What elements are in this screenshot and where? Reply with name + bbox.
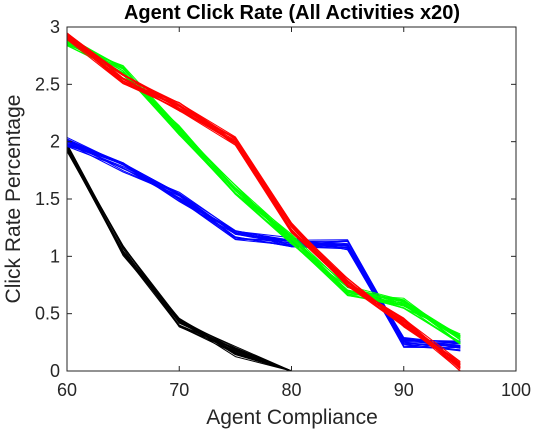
- y-tick-label-5: 2.5: [35, 74, 60, 94]
- y-tick-label-6: 3: [50, 17, 60, 37]
- x-tick-label-2: 80: [281, 380, 301, 400]
- y-tick-label-2: 1: [50, 246, 60, 266]
- y-tick-label-1: 0.5: [35, 304, 60, 324]
- series-1-run-14: [66, 145, 461, 348]
- x-axis-label: Agent Compliance: [206, 406, 378, 429]
- series-1-run-18: [66, 140, 461, 349]
- series-3-run-16: [66, 37, 461, 362]
- series-0-run-19: [66, 147, 292, 372]
- series-0: [66, 143, 292, 372]
- series-3: [66, 32, 461, 372]
- chart-title: Agent Click Rate (All Activities x20): [124, 2, 460, 24]
- axes: 60 70 80 90 100 0 0.5 1 1.5 2 2.5 3: [35, 17, 531, 400]
- x-tick-label-4: 100: [501, 380, 531, 400]
- y-tick-label-0: 0: [50, 361, 60, 381]
- x-tick-label-0: 60: [57, 380, 77, 400]
- series-group: [66, 32, 461, 372]
- x-tick-label-3: 90: [394, 380, 414, 400]
- series-1: [66, 136, 461, 352]
- series-1-run-19: [66, 143, 461, 343]
- series-0-run-18: [66, 143, 292, 372]
- x-tick-label-1: 70: [169, 380, 189, 400]
- y-tick-label-3: 1.5: [35, 189, 60, 209]
- y-axis-label: Click Rate Percentage: [2, 95, 25, 304]
- series-3-run-19: [66, 38, 461, 364]
- y-tick-label-4: 2: [50, 132, 60, 152]
- series-2-run-16: [66, 45, 461, 345]
